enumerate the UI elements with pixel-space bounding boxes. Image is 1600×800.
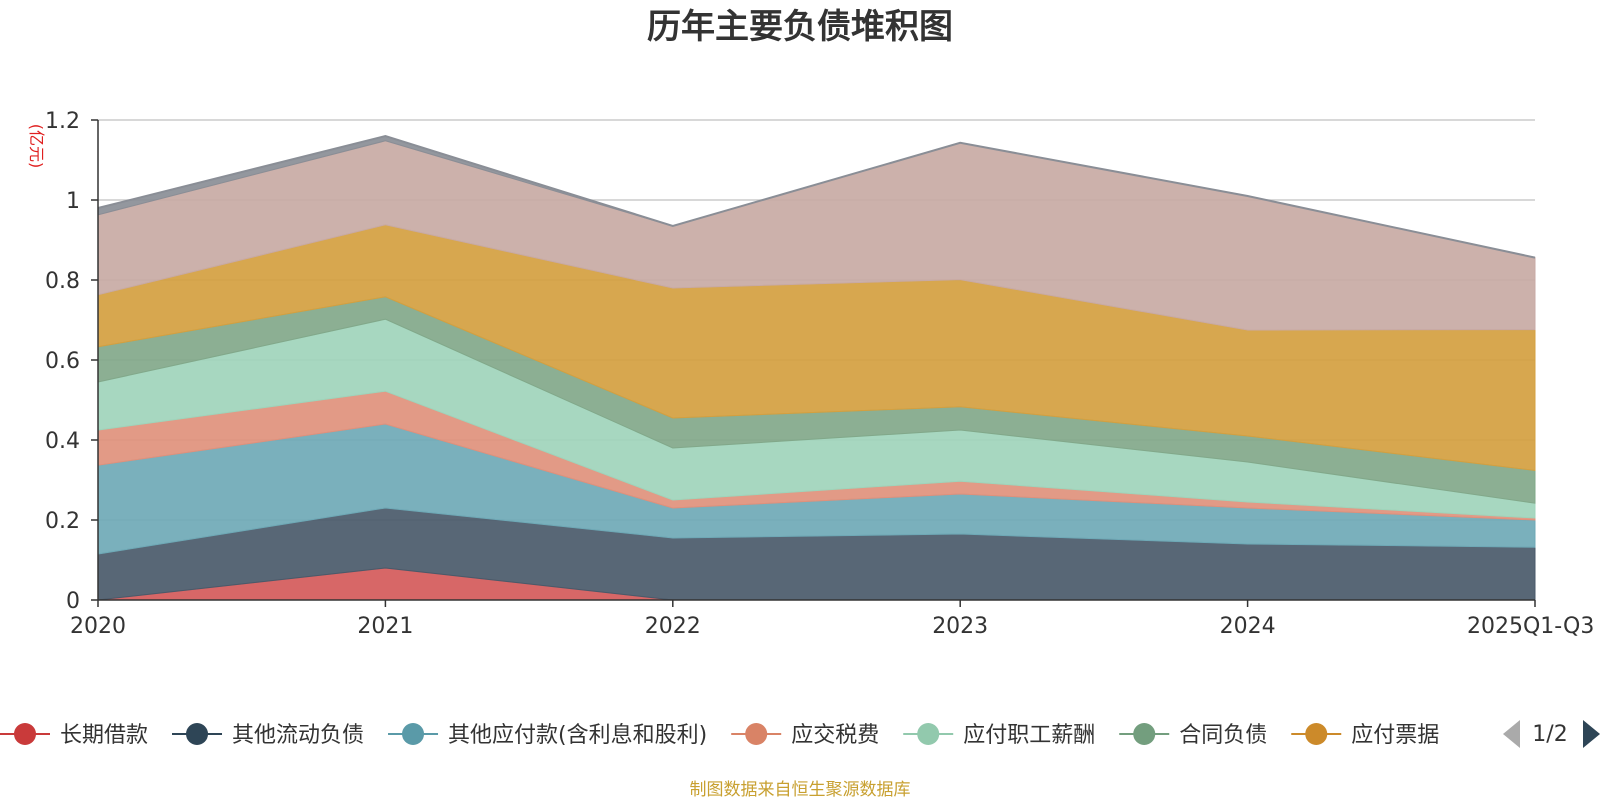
x-tick-label: 2022 xyxy=(645,614,701,639)
y-tick-label: 1.2 xyxy=(45,109,80,134)
legend-label: 应付票据 xyxy=(1351,723,1439,748)
x-tick-label: 2024 xyxy=(1220,614,1276,639)
y-tick-label: 0.8 xyxy=(45,269,80,294)
x-tick-label: 2020 xyxy=(70,614,126,639)
area-series xyxy=(97,134,1536,601)
y-tick-label: 0 xyxy=(66,589,80,614)
legend-marker-icon xyxy=(917,723,940,745)
legend-marker-icon xyxy=(745,723,768,745)
legend-item[interactable]: 其他应付款(含利息和股利) xyxy=(388,723,707,748)
y-tick-label: 0.6 xyxy=(45,349,80,374)
y-tick-label: 0.4 xyxy=(45,429,80,454)
legend-label: 合同负债 xyxy=(1179,723,1267,748)
legend-marker-icon xyxy=(1133,723,1156,745)
legend-marker-icon xyxy=(1305,723,1328,745)
legend-marker-icon xyxy=(186,723,209,745)
chart-title: 历年主要负债堆积图 xyxy=(647,7,953,47)
legend: 长期借款 其他流动负债 其他应付款(含利息和股利) 应交税费 应付职工薪酬 合同负债 应付票… xyxy=(0,723,1439,748)
legend-item[interactable]: 应付职工薪酬 xyxy=(903,723,1095,748)
legend-label: 应付职工薪酬 xyxy=(963,723,1095,748)
legend-marker-icon xyxy=(14,723,36,745)
legend-item[interactable]: 其他流动负债 xyxy=(172,723,364,748)
axes: 2020 2021 2022 2023 2024 2025Q1-Q3 xyxy=(70,120,1594,639)
legend-label: 其他应付款(含利息和股利) xyxy=(448,723,707,748)
legend-label: 应交税费 xyxy=(791,723,879,748)
legend-item[interactable]: 合同负债 xyxy=(1119,723,1267,748)
total-outline xyxy=(97,134,1536,259)
legend-item[interactable]: 长期借款 xyxy=(0,723,148,748)
prev-page-icon[interactable] xyxy=(1503,720,1520,748)
x-tick-label: 2023 xyxy=(932,614,988,639)
legend-label: 其他流动负债 xyxy=(232,723,364,748)
legend-item[interactable]: 应付票据 xyxy=(1291,723,1439,748)
next-page-icon[interactable] xyxy=(1583,720,1600,748)
legend-item[interactable]: 应交税费 xyxy=(731,723,879,748)
data-source-footer: 制图数据来自恒生聚源数据库 xyxy=(690,780,911,800)
x-tick-label: 2021 xyxy=(357,614,413,639)
legend-pager: 1/2 xyxy=(1503,720,1600,748)
legend-marker-icon xyxy=(402,723,425,745)
y-tick-label: 1 xyxy=(66,189,80,214)
page-indicator: 1/2 xyxy=(1532,722,1567,747)
legend-label: 长期借款 xyxy=(60,723,148,748)
x-tick-label: 2025Q1-Q3 xyxy=(1467,614,1594,639)
y-tick-label: 0.2 xyxy=(45,509,80,534)
unit-label: (亿元) xyxy=(27,124,46,169)
